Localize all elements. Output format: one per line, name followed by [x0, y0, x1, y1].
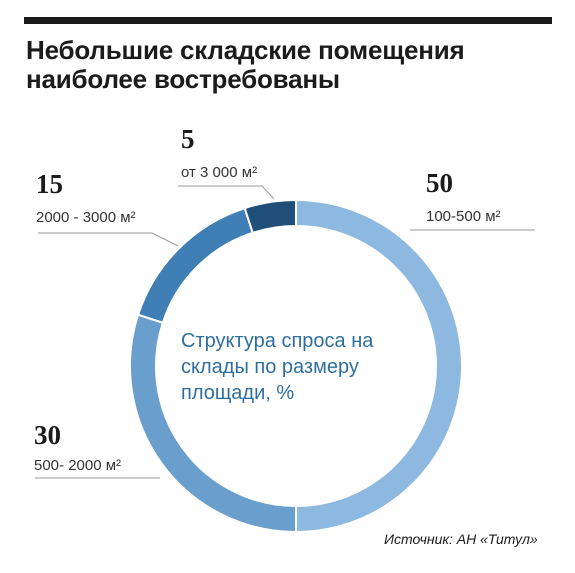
top-rule — [24, 17, 552, 24]
center-label-line-1: Структура спроса на — [181, 330, 374, 352]
leader-line-5 — [178, 185, 275, 200]
value-label-15: 15 — [36, 169, 63, 199]
donut-segment-15 — [136, 206, 254, 324]
value-label-50: 50 — [426, 168, 453, 198]
page-title: Небольшие складские помещения наиболее в… — [26, 36, 546, 94]
leader-line-15 — [38, 232, 179, 247]
donut-segment-5 — [243, 198, 297, 235]
category-label-100-500: 100-500 м² — [426, 208, 501, 225]
source-note: Источник: АН «Титул» — [384, 531, 538, 547]
category-label-from-3000: от 3 000 м² — [181, 164, 258, 181]
title-line-1: Небольшие складские помещения — [26, 35, 465, 65]
category-label-500-2000: 500- 2000 м² — [34, 457, 122, 474]
title-line-2: наиболее востребованы — [26, 64, 340, 94]
donut-center-label: Структура спроса на склады по размеру пл… — [181, 328, 421, 406]
category-label-2000-3000: 2000 - 3000 м² — [36, 209, 136, 226]
donut-segments — [129, 198, 463, 534]
center-label-line-3: площади, % — [181, 382, 295, 404]
center-label-line-2: склады по размеру — [181, 356, 359, 378]
value-label-30: 30 — [34, 420, 61, 450]
value-label-5: 5 — [181, 124, 195, 154]
leader-lines — [35, 185, 535, 479]
